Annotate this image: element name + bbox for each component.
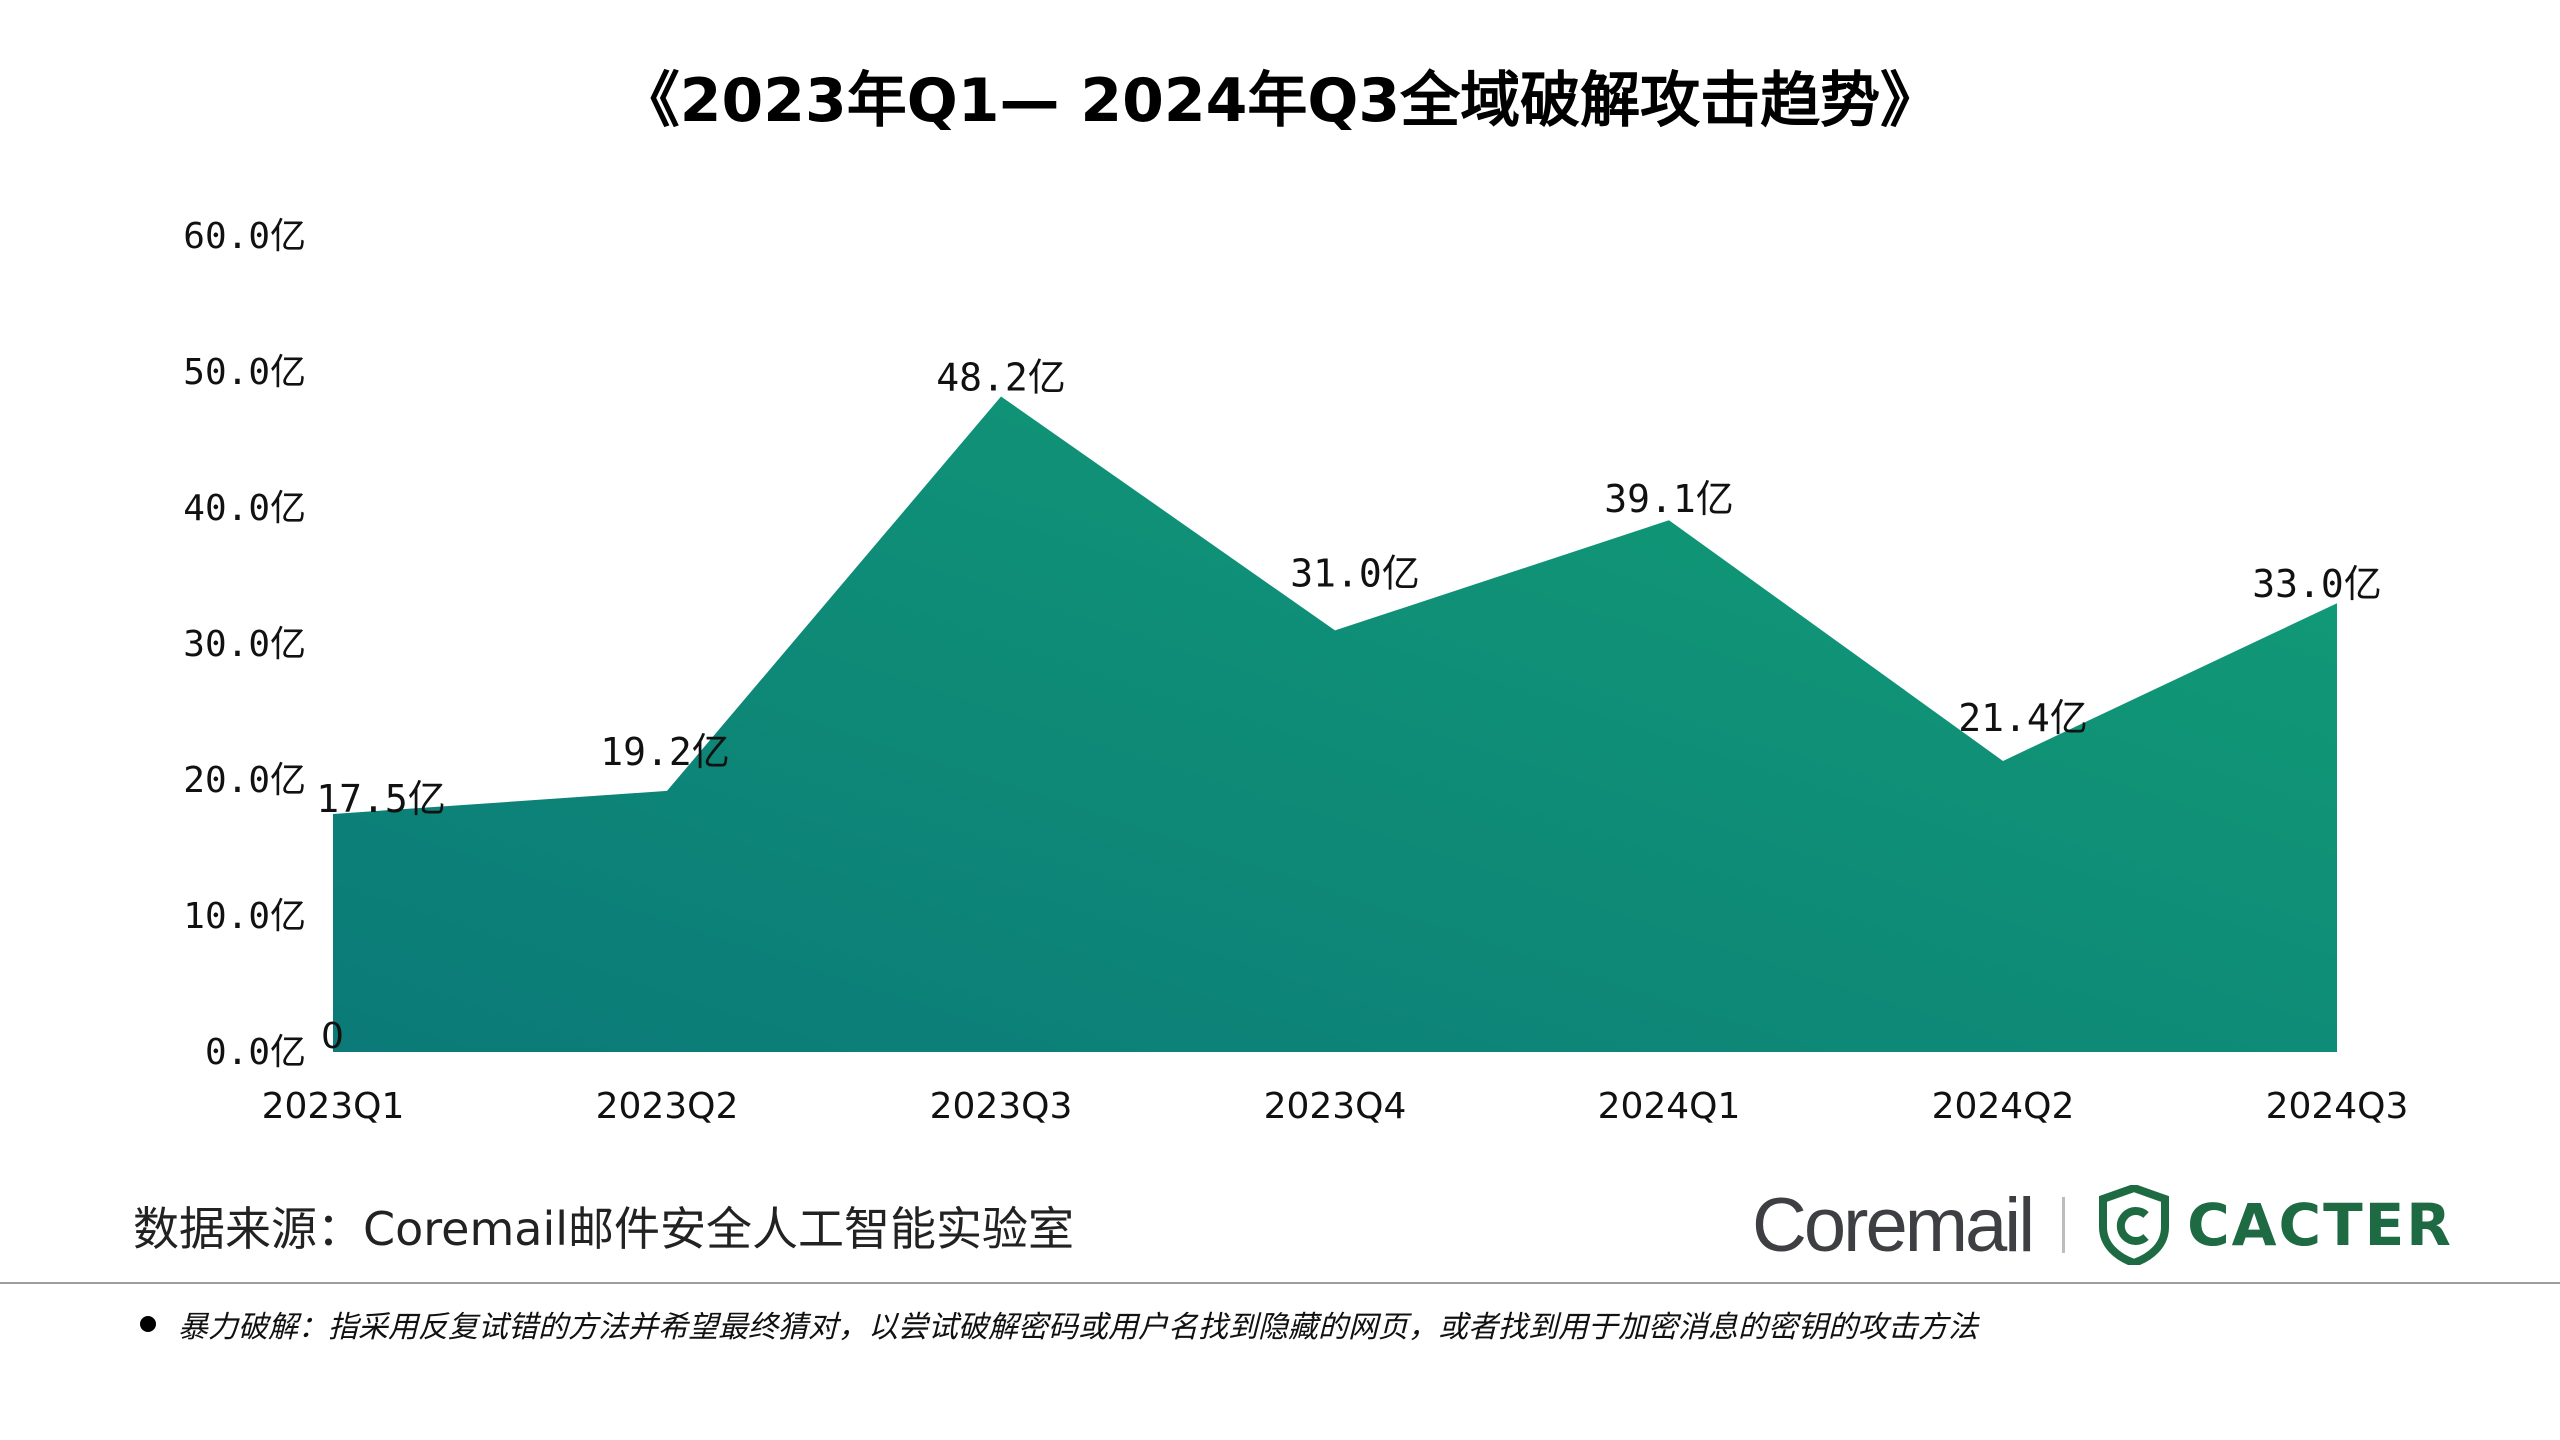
area-chart: 0.0亿 10.0亿 20.0亿 30.0亿 40.0亿 50.0亿 60.0亿 2023Q…: [183, 216, 2409, 1127]
x-tick-label: 2023Q4: [1264, 1086, 1407, 1127]
data-label: 19.2亿: [600, 730, 730, 774]
cacter-logo: CACTER: [2187, 1191, 2453, 1259]
x-tick-label: 2024Q3: [2266, 1086, 2409, 1127]
logo-divider: [2062, 1197, 2066, 1253]
x-tick-label: 2023Q1: [262, 1086, 405, 1127]
divider-line: [0, 1282, 2560, 1284]
x-tick-label: 2023Q2: [596, 1086, 739, 1127]
footnote-text: 暴力破解：指采用反复试错的方法并希望最终猜对，以尝试破解密码或用户名找到隐藏的网…: [178, 1310, 1978, 1345]
data-label: 48.2亿: [936, 355, 1066, 399]
chart-title: 《2023年Q1— 2024年Q3全域破解攻击趋势》: [619, 66, 1941, 136]
zero-label: 0: [321, 1016, 344, 1057]
data-label: 21.4亿: [1958, 696, 2088, 740]
y-tick-label: 40.0亿: [183, 488, 306, 529]
y-tick-label: 30.0亿: [183, 624, 306, 665]
footnote: 暴力破解：指采用反复试错的方法并希望最终猜对，以尝试破解密码或用户名找到隐藏的网…: [140, 1302, 1978, 1346]
area-series: [333, 396, 2337, 1053]
y-tick-label: 50.0亿: [183, 352, 306, 393]
data-label: 17.5亿: [316, 777, 446, 821]
y-tick-label: 20.0亿: [183, 760, 306, 801]
logo-group: Coremail CACTER: [1752, 1180, 2453, 1270]
x-tick-label: 2023Q3: [930, 1086, 1073, 1127]
data-label: 31.0亿: [1290, 551, 1420, 595]
x-tick-label: 2024Q1: [1598, 1086, 1741, 1127]
y-tick-label: 0.0亿: [205, 1032, 306, 1073]
coremail-logo: Coremail: [1752, 1182, 2035, 1268]
x-tick-label: 2024Q2: [1932, 1086, 2075, 1127]
data-label: 33.0亿: [2252, 562, 2382, 606]
y-tick-label: 60.0亿: [183, 216, 306, 257]
cacter-shield-icon: [2099, 1185, 2170, 1265]
bullet-icon: [140, 1316, 156, 1332]
y-tick-label: 10.0亿: [183, 896, 306, 937]
data-label: 39.1亿: [1604, 477, 1734, 521]
data-source: 数据来源：Coremail邮件安全人工智能实验室: [133, 1202, 1075, 1256]
